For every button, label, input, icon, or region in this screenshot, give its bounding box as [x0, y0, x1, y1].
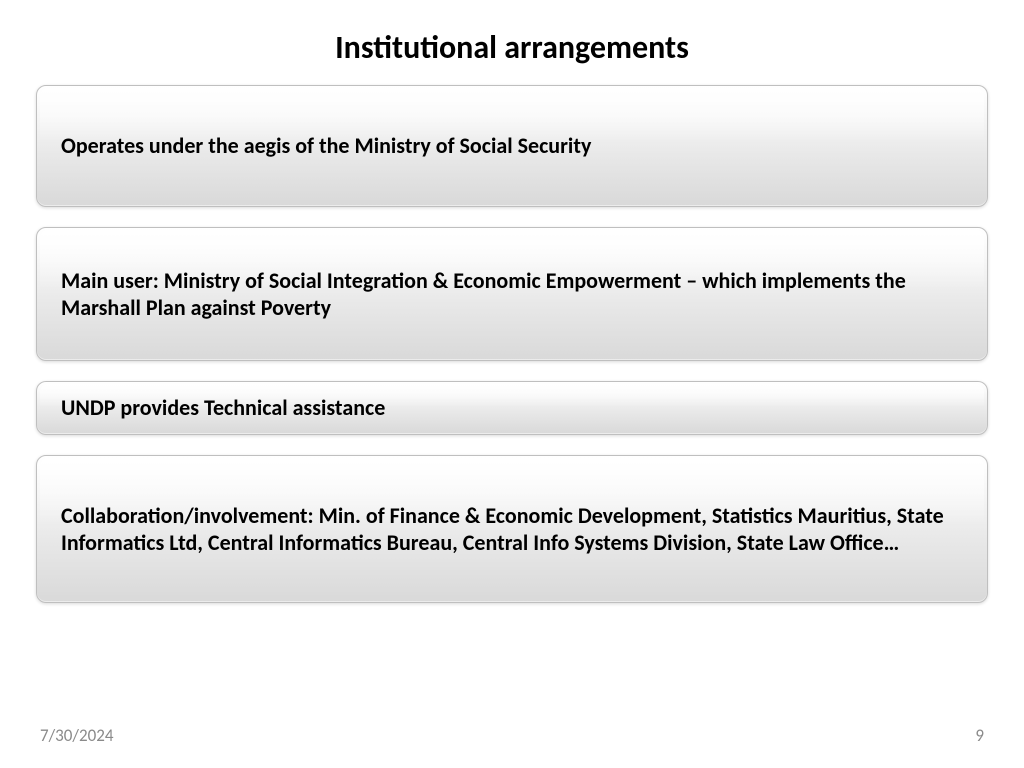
footer-date: 7/30/2024	[40, 725, 113, 746]
panel-text: Collaboration/involvement: Min. of Finan…	[61, 502, 963, 557]
panel-text: Operates under the aegis of the Ministry…	[61, 132, 591, 160]
panel-text: UNDP provides Technical assistance	[61, 394, 385, 422]
panel-item: Operates under the aegis of the Ministry…	[36, 85, 988, 207]
panel-item: Collaboration/involvement: Min. of Finan…	[36, 455, 988, 603]
panel-item: UNDP provides Technical assistance	[36, 381, 988, 435]
panel-text: Main user: Ministry of Social Integratio…	[61, 267, 963, 322]
slide-title: Institutional arrangements	[0, 0, 1024, 85]
panel-item: Main user: Ministry of Social Integratio…	[36, 227, 988, 361]
panel-list: Operates under the aegis of the Ministry…	[0, 85, 1024, 603]
footer-page-number: 9	[975, 725, 984, 746]
slide-footer: 7/30/2024 9	[0, 725, 1024, 746]
